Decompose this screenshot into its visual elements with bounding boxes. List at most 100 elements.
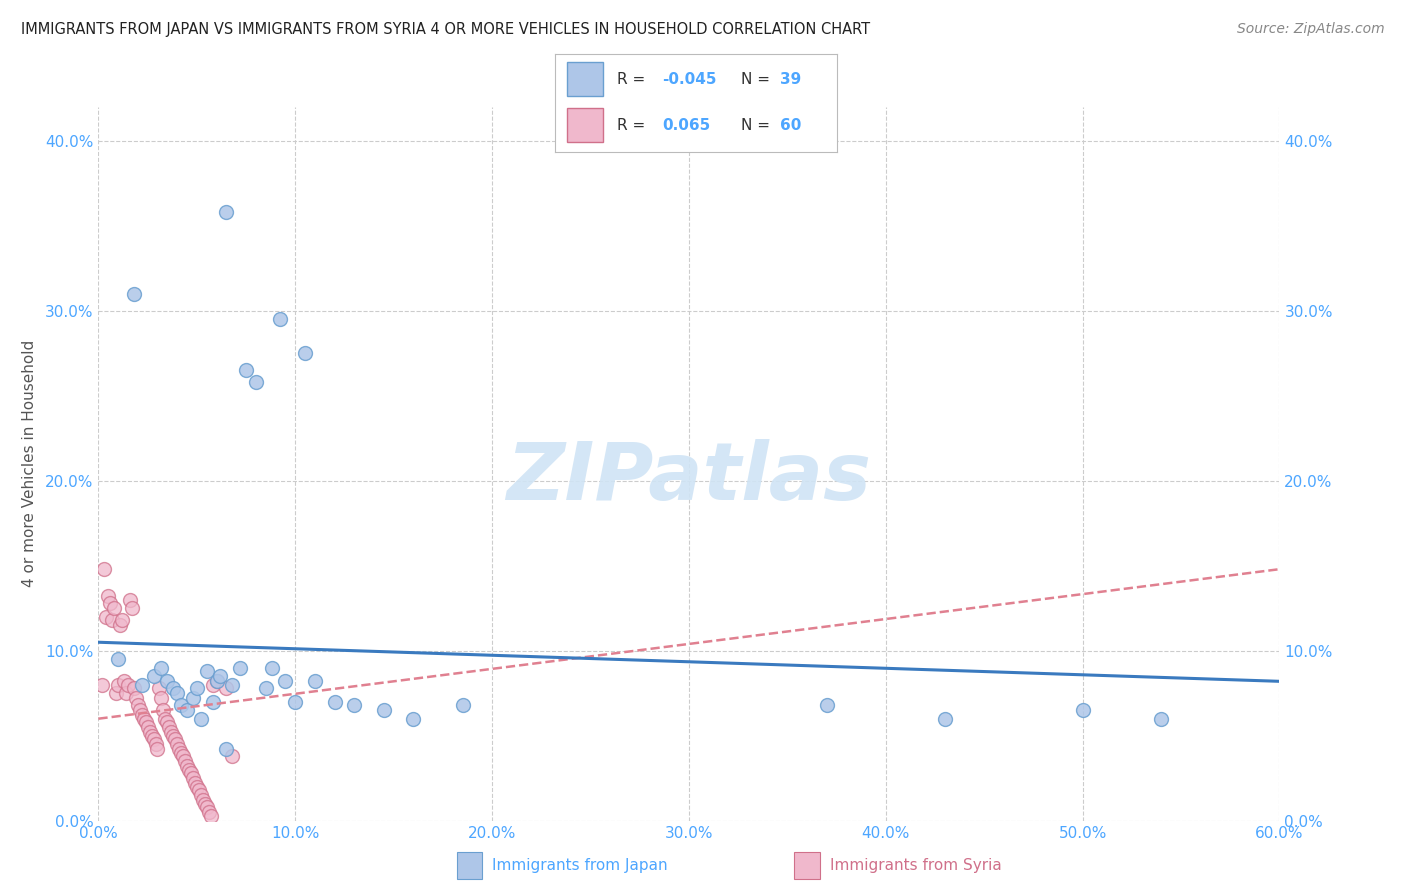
Point: [229, 661, 252, 675]
Point: [1150, 712, 1173, 726]
Point: [215, 681, 238, 695]
Point: [136, 720, 159, 734]
Point: [402, 712, 425, 726]
Point: [170, 698, 193, 712]
Point: [111, 613, 134, 627]
Point: [174, 754, 197, 768]
Text: Source: ZipAtlas.com: Source: ZipAtlas.com: [1237, 22, 1385, 37]
Point: [112, 674, 135, 689]
Point: [180, 766, 202, 780]
Point: [323, 695, 346, 709]
Point: [96, 609, 118, 624]
Point: [343, 698, 366, 712]
Point: [127, 698, 149, 712]
Point: [132, 712, 155, 726]
Text: 60: 60: [780, 118, 801, 133]
Text: -0.045: -0.045: [662, 71, 717, 87]
Point: [181, 691, 204, 706]
Point: [98, 596, 121, 610]
Point: [142, 669, 165, 683]
Point: [122, 287, 145, 301]
Point: [91, 678, 114, 692]
Point: [201, 678, 224, 692]
Point: [122, 681, 145, 695]
Point: [215, 205, 238, 219]
Point: [145, 737, 167, 751]
Point: [191, 793, 214, 807]
Point: [131, 678, 153, 692]
Point: [195, 664, 218, 678]
Point: [117, 678, 139, 692]
Point: [148, 681, 170, 695]
Text: ZIPatlas: ZIPatlas: [506, 439, 872, 517]
Point: [121, 601, 143, 615]
Point: [260, 661, 283, 675]
Point: [125, 691, 148, 706]
Point: [205, 674, 228, 689]
Point: [157, 720, 180, 734]
Point: [172, 749, 194, 764]
Text: N =: N =: [741, 71, 775, 87]
Text: 39: 39: [780, 71, 801, 87]
Point: [166, 686, 188, 700]
Point: [107, 652, 129, 666]
Text: Immigrants from Japan: Immigrants from Japan: [492, 858, 668, 872]
Point: [176, 759, 198, 773]
Point: [156, 674, 179, 689]
Point: [274, 674, 297, 689]
Text: 0.065: 0.065: [662, 118, 710, 133]
Point: [815, 698, 838, 712]
Point: [162, 729, 184, 743]
Point: [187, 783, 209, 797]
Point: [128, 703, 150, 717]
Point: [186, 681, 208, 695]
Point: [152, 703, 174, 717]
Point: [190, 788, 212, 802]
Point: [451, 698, 474, 712]
Point: [166, 737, 188, 751]
Point: [150, 691, 173, 706]
Point: [184, 776, 207, 790]
Point: [200, 808, 222, 822]
Point: [138, 725, 160, 739]
Point: [294, 346, 316, 360]
Point: [195, 800, 218, 814]
Point: [150, 661, 173, 675]
Point: [103, 601, 125, 615]
Point: [221, 678, 243, 692]
Point: [118, 592, 141, 607]
Point: [221, 749, 243, 764]
Point: [141, 729, 163, 743]
Point: [269, 312, 291, 326]
Point: [135, 715, 157, 730]
Text: Immigrants from Syria: Immigrants from Syria: [830, 858, 1001, 872]
Point: [105, 686, 128, 700]
Bar: [567, 109, 603, 142]
Point: [209, 669, 232, 683]
Point: [177, 763, 200, 777]
Point: [190, 712, 212, 726]
Point: [235, 363, 257, 377]
Point: [194, 797, 217, 811]
Point: [304, 674, 326, 689]
Text: IMMIGRANTS FROM JAPAN VS IMMIGRANTS FROM SYRIA 4 OR MORE VEHICLES IN HOUSEHOLD C: IMMIGRANTS FROM JAPAN VS IMMIGRANTS FROM…: [21, 22, 870, 37]
Point: [201, 695, 224, 709]
Text: N =: N =: [741, 118, 775, 133]
Point: [284, 695, 307, 709]
Point: [93, 562, 115, 576]
Y-axis label: 4 or more Vehicles in Household: 4 or more Vehicles in Household: [21, 340, 37, 588]
Point: [108, 618, 131, 632]
Point: [167, 742, 190, 756]
Point: [156, 715, 179, 730]
Point: [107, 678, 129, 692]
Point: [101, 613, 124, 627]
Point: [1071, 703, 1094, 717]
Point: [146, 742, 169, 756]
Point: [245, 376, 267, 390]
Point: [131, 708, 153, 723]
Point: [115, 686, 138, 700]
Point: [934, 712, 956, 726]
Bar: [567, 62, 603, 95]
Point: [186, 780, 208, 794]
Point: [215, 742, 238, 756]
